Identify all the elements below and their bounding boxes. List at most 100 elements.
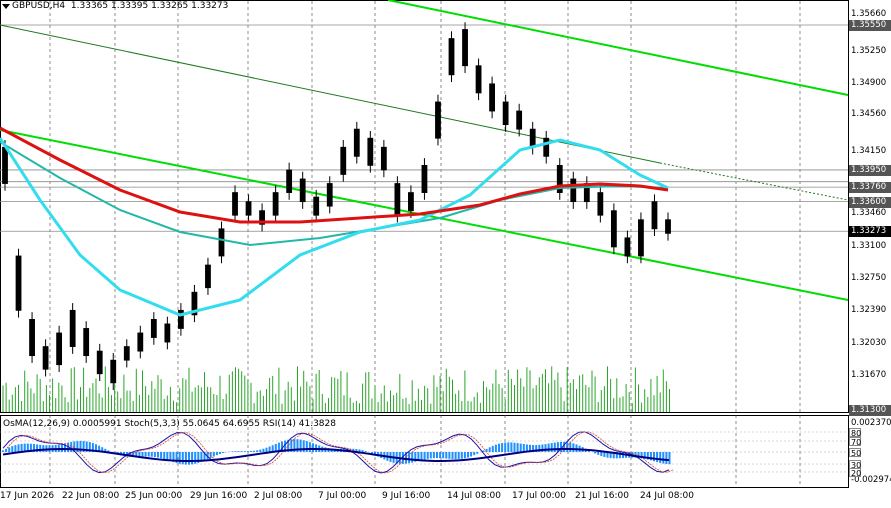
osma-bar (212, 452, 215, 457)
price-tick-label: 1.32030 (851, 337, 887, 348)
osc-level-label: 80 (849, 428, 862, 438)
ma-fast-line (0, 137, 669, 317)
osma-bar (246, 451, 249, 452)
osma-bar (20, 443, 23, 452)
osma-bar (612, 452, 615, 459)
candle-body (205, 264, 211, 289)
osma-bar (556, 442, 559, 452)
horizontal-levels (0, 24, 848, 232)
osma-bar (374, 452, 376, 455)
osma-bar (467, 452, 469, 458)
osma-bar (653, 452, 655, 462)
candle-body (286, 169, 293, 193)
osma-bar (448, 452, 451, 459)
osma-bar (668, 452, 671, 465)
osma-bar (104, 448, 107, 452)
candle-body (2, 146, 8, 184)
osma-bar (563, 441, 566, 452)
osma-bar (82, 441, 85, 452)
trendline (0, 24, 661, 164)
osma-bar (501, 442, 504, 452)
osma-bar (637, 452, 640, 458)
osma-bar (408, 452, 411, 464)
osma-bar (426, 452, 429, 459)
osma-bar (460, 452, 463, 459)
price-tick-label: 1.31670 (851, 370, 887, 381)
osma-bar (79, 440, 82, 452)
osma-bar (513, 442, 516, 452)
osma-bar (2, 450, 4, 452)
time-tick-label: 14 Jul 08:00 (447, 491, 501, 501)
osma-bar (85, 441, 88, 452)
osma-bar (206, 452, 209, 460)
time-tick-label: 9 Jul 16:00 (382, 491, 431, 501)
osma-bar (150, 452, 153, 457)
osma-bar (169, 452, 172, 462)
candle-body (556, 164, 563, 193)
osma-bar (107, 450, 110, 452)
candle-body (123, 346, 130, 361)
osma-bar (572, 443, 575, 452)
osma-bar (287, 439, 290, 452)
vertical-grid (49, 1, 801, 487)
candle-body (665, 219, 671, 234)
osma-bar (305, 441, 308, 452)
osc-top-label: 0.0023700 (851, 418, 891, 428)
ohlc-values: 1.33365 1.33395 1.33265 1.33273 (70, 1, 229, 11)
channel-lower-line (0, 129, 849, 301)
time-tick-label: 29 Jun 16:00 (190, 491, 248, 501)
osma-bar (70, 441, 73, 452)
osma-bar (529, 444, 531, 452)
osma-bar (649, 452, 652, 461)
osma-bar (296, 439, 299, 452)
osma-bar (26, 443, 29, 452)
osma-bar (646, 452, 649, 460)
osma-bar (414, 452, 417, 462)
osma-bar (594, 452, 597, 454)
osma-bar (504, 442, 507, 452)
osma-bar (454, 452, 457, 460)
osma-bar (36, 444, 39, 452)
candle-body (218, 228, 225, 257)
candle-body (624, 237, 631, 257)
candle-body (137, 332, 144, 352)
osma-bar (432, 452, 435, 459)
osma-bar (144, 452, 147, 457)
osma-bar (197, 452, 200, 463)
candle-body (394, 183, 401, 216)
osma-bar (507, 442, 510, 452)
osma-bar (569, 442, 572, 452)
candle-body (96, 350, 103, 375)
osma-bar (547, 443, 550, 452)
osma-bar (231, 451, 234, 452)
osma-bar (95, 444, 97, 452)
osma-bar (293, 439, 296, 452)
osma-bar (101, 447, 104, 452)
dropdown-triangle-icon[interactable] (2, 4, 10, 9)
osma-bar (33, 444, 35, 452)
osma-bar (215, 452, 218, 456)
candlesticks (2, 22, 671, 391)
osma-bar (364, 451, 367, 452)
osma-bar (259, 449, 262, 452)
osma-bar (141, 452, 144, 457)
osma-bar (597, 452, 600, 455)
osma-bar (188, 452, 190, 465)
price-level-label: 1.35550 (849, 19, 891, 31)
candle-body (570, 178, 577, 203)
osma-bar (274, 443, 277, 452)
osma-bar (436, 452, 438, 459)
price-level-label: 1.31300 (849, 405, 891, 416)
osma-bar (312, 443, 314, 452)
osma-bar (361, 450, 364, 452)
ma-red-line (0, 126, 669, 224)
osma-bar (439, 452, 442, 459)
osma-bar (659, 452, 662, 463)
candle-body (15, 255, 22, 311)
osc-bottom-label: -0.002974 (851, 475, 891, 485)
stoch-main-line (2, 431, 670, 474)
osma-bar (23, 443, 26, 452)
candle-body (326, 183, 333, 207)
osma-bar (470, 452, 473, 457)
